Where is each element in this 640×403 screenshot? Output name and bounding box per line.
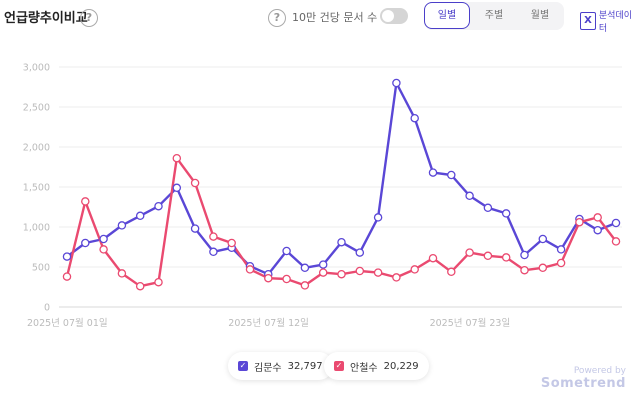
data-point-series-2 xyxy=(593,213,602,222)
data-point-series-2 xyxy=(355,266,365,276)
export-label: 분석데이터 xyxy=(598,11,633,34)
data-point-series-1 xyxy=(62,252,72,261)
data-point-series-2 xyxy=(135,281,145,291)
help-icon[interactable]: ? xyxy=(80,9,98,27)
y-tick-label: 0 xyxy=(44,303,50,314)
data-point-series-2 xyxy=(190,178,200,188)
data-point-series-2 xyxy=(483,251,493,261)
y-tick-label: 3,000 xyxy=(23,63,50,74)
data-point-series-1 xyxy=(337,237,346,247)
data-point-series-1 xyxy=(190,224,200,233)
data-point-series-2 xyxy=(501,253,511,262)
legend-total: 20,229 xyxy=(383,360,419,372)
x-tick-label: 2025년 07월 23일 xyxy=(430,317,511,329)
legend-total: 32,797 xyxy=(287,360,323,372)
data-point-series-2 xyxy=(282,274,291,284)
data-point-series-1 xyxy=(81,238,90,248)
data-point-series-2 xyxy=(538,263,548,273)
data-point-series-1 xyxy=(392,78,401,88)
excel-icon: X xyxy=(580,12,596,30)
data-point-series-1 xyxy=(135,211,145,221)
data-point-series-1 xyxy=(209,247,218,257)
data-point-series-2 xyxy=(410,265,419,274)
data-point-series-2 xyxy=(556,258,566,268)
data-point-series-2 xyxy=(154,277,163,287)
y-tick-label: 1,500 xyxy=(23,183,50,194)
data-point-series-1 xyxy=(410,113,419,123)
data-point-series-1 xyxy=(447,170,456,180)
data-point-series-2 xyxy=(373,268,383,277)
data-point-series-2 xyxy=(245,265,255,274)
y-tick-label: 1,000 xyxy=(23,223,50,234)
data-point-series-2 xyxy=(337,269,346,279)
data-point-series-2 xyxy=(520,265,529,275)
checkbox-icon: ✓ xyxy=(238,361,248,371)
brand-logo: Sometrend xyxy=(540,376,626,391)
data-point-series-2 xyxy=(172,153,182,163)
data-point-series-2 xyxy=(447,267,456,277)
legend-name: 김문수 xyxy=(254,362,282,374)
data-point-series-1 xyxy=(520,250,529,260)
per-100k-toggle-label: 10만 건당 문서 수 xyxy=(292,11,378,24)
data-point-series-2 xyxy=(611,237,621,246)
data-point-series-2 xyxy=(465,248,474,257)
y-tick-label: 500 xyxy=(32,263,50,274)
data-point-series-1 xyxy=(355,248,365,257)
data-point-series-1 xyxy=(538,234,548,244)
data-point-series-2 xyxy=(62,272,72,281)
data-point-series-2 xyxy=(575,217,584,227)
data-point-series-1 xyxy=(483,203,493,213)
data-point-series-1 xyxy=(428,168,438,177)
data-point-series-2 xyxy=(99,245,108,254)
data-point-series-1 xyxy=(501,209,511,218)
x-tick-label: 2025년 07월 12일 xyxy=(228,317,309,329)
data-point-series-1 xyxy=(99,234,108,244)
data-point-series-2 xyxy=(264,273,273,283)
data-point-series-2 xyxy=(117,269,127,278)
legend-name: 안철수 xyxy=(350,362,378,374)
data-point-series-1 xyxy=(117,221,127,230)
data-point-series-1 xyxy=(611,218,621,228)
export-data-button[interactable]: X 분석데이터 xyxy=(580,8,640,34)
data-point-series-1 xyxy=(154,201,163,211)
data-point-series-2 xyxy=(318,268,328,277)
data-point-series-2 xyxy=(227,238,236,248)
y-tick-label: 2,500 xyxy=(23,103,50,114)
tab-weekly[interactable]: 주별 xyxy=(484,10,504,21)
data-point-series-1 xyxy=(318,260,328,269)
powered-by: Powered by Sometrend xyxy=(541,366,626,391)
data-point-series-1 xyxy=(373,213,383,222)
data-point-series-2 xyxy=(300,281,310,290)
data-point-series-1 xyxy=(172,183,182,193)
data-point-series-1 xyxy=(465,191,474,201)
period-selector: 일별 주별 월별 xyxy=(424,2,564,30)
data-point-series-2 xyxy=(428,253,438,263)
data-point-series-2 xyxy=(392,273,401,282)
chart-title: 언급량추이비교 xyxy=(4,11,88,26)
data-point-series-1 xyxy=(300,263,310,273)
powered-by-text: Powered by xyxy=(573,366,626,376)
data-point-series-2 xyxy=(209,232,218,241)
data-point-series-1 xyxy=(556,245,566,254)
toggle-help-icon[interactable]: ? xyxy=(268,9,286,27)
x-tick-label: 2025년 07월 01일 xyxy=(27,317,108,329)
data-point-series-1 xyxy=(593,225,602,235)
legend-item-series-1[interactable]: ✓ 김문수 32,797 xyxy=(228,352,333,380)
legend-item-series-2[interactable]: ✓ 안철수 20,229 xyxy=(324,352,429,380)
checkbox-icon: ✓ xyxy=(334,361,344,371)
data-point-series-2 xyxy=(81,197,90,206)
per-100k-toggle[interactable] xyxy=(380,8,408,24)
y-tick-label: 2,000 xyxy=(23,143,50,154)
tab-monthly[interactable]: 월별 xyxy=(530,10,550,21)
data-point-series-1 xyxy=(282,246,291,256)
toggle-knob xyxy=(382,10,394,22)
tab-daily[interactable]: 일별 xyxy=(424,2,470,29)
